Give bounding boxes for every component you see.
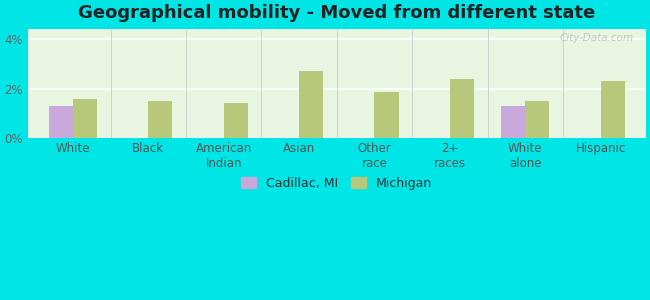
- Bar: [525, 101, 549, 138]
- Bar: [501, 106, 525, 138]
- Bar: [73, 98, 97, 138]
- Bar: [601, 81, 625, 138]
- Legend: Cadillac, MI, Michigan: Cadillac, MI, Michigan: [237, 172, 437, 195]
- Bar: [148, 101, 172, 138]
- Title: Geographical mobility - Moved from different state: Geographical mobility - Moved from diffe…: [78, 4, 595, 22]
- Bar: [299, 71, 323, 138]
- Bar: [49, 106, 73, 138]
- Bar: [450, 79, 474, 138]
- Bar: [224, 103, 248, 138]
- Bar: [374, 92, 398, 138]
- Text: City-Data.com: City-Data.com: [560, 32, 634, 43]
